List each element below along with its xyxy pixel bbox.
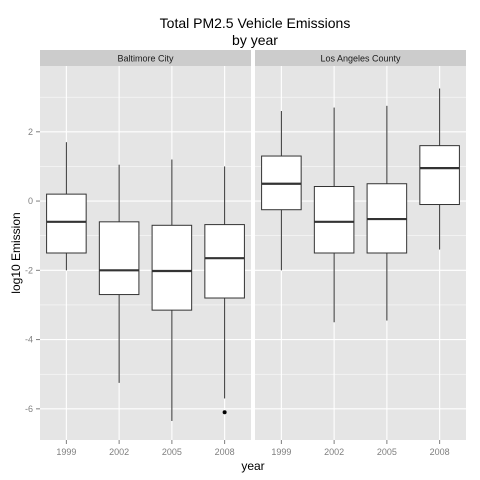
- panel-left-marks: [46, 142, 245, 421]
- box-2008: [204, 224, 245, 299]
- x-tick-label: 2002: [324, 447, 344, 457]
- x-axis-title: year: [241, 459, 264, 473]
- panel-right-background: [255, 66, 466, 440]
- x-tick-label: 2008: [430, 447, 450, 457]
- x-tick-label: 2005: [162, 447, 182, 457]
- box-1999: [46, 193, 87, 254]
- x-tick-label: 2008: [215, 447, 235, 457]
- box-2002: [98, 221, 140, 296]
- x-tick-label: 2005: [377, 447, 397, 457]
- panel-right: Los Angeles County: [255, 50, 466, 440]
- y-tick-label: -6: [25, 404, 33, 414]
- y-tick-label: 0: [28, 196, 33, 206]
- y-tick-label: 2: [28, 127, 33, 137]
- box-2002: [313, 186, 355, 254]
- chart-subtitle: by year: [232, 32, 278, 48]
- x-tick-label: 2002: [109, 447, 129, 457]
- strip-right: [255, 50, 466, 66]
- box-2005: [151, 224, 193, 311]
- y-axis-title: log10 Emission: [9, 212, 23, 293]
- y-tick-label: -4: [25, 335, 33, 345]
- box-2008: [419, 145, 460, 206]
- panel-right-marks: [261, 88, 460, 323]
- chart-title: Total PM2.5 Vehicle Emissions: [160, 15, 351, 31]
- x-tick-label: 1999: [56, 447, 76, 457]
- strip-left-label: Baltimore City: [117, 54, 174, 64]
- x-axis: 1999 2002 2005 2008 1999 2002 2005 2008: [56, 440, 450, 457]
- panel-left: Baltimore City: [40, 50, 251, 440]
- outlier-point: [222, 410, 227, 415]
- x-tick-label: 1999: [271, 447, 291, 457]
- y-tick-label: -2: [25, 265, 33, 275]
- strip-left: [40, 50, 251, 66]
- strip-right-label: Los Angeles County: [320, 54, 401, 64]
- y-axis: -6 -4 -2 0 2: [25, 127, 40, 414]
